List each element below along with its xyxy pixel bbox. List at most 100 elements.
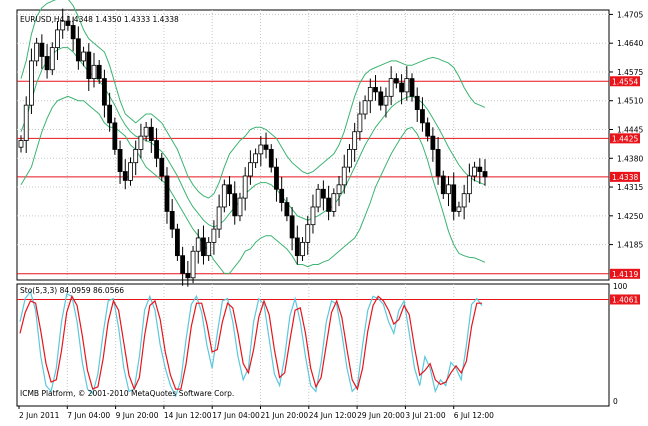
candle-body bbox=[65, 20, 71, 26]
price-tick-label: 1.4315 bbox=[617, 183, 643, 192]
candle-body bbox=[211, 228, 217, 243]
candle-body bbox=[39, 42, 45, 57]
candle-body bbox=[49, 47, 55, 71]
copyright-text: ICMB Platform, © 2001-2010 MetaQuotes So… bbox=[20, 389, 234, 398]
stochastic-signal-line bbox=[19, 294, 482, 391]
time-tick-label: 7 Jun 04:00 bbox=[67, 411, 110, 420]
candle-body bbox=[86, 51, 92, 80]
candle-body bbox=[242, 175, 248, 199]
candle-body bbox=[253, 153, 259, 164]
candle-body bbox=[310, 206, 316, 226]
candle-body bbox=[430, 135, 436, 150]
candle-body bbox=[18, 140, 24, 148]
price-tick-label: 1.4185 bbox=[617, 241, 643, 250]
candle-body bbox=[237, 197, 243, 217]
candle-body bbox=[44, 56, 50, 71]
candle-body bbox=[169, 210, 175, 230]
candle-body bbox=[154, 140, 159, 159]
candle-body bbox=[60, 20, 66, 31]
candle-body bbox=[331, 193, 337, 212]
bollinger-upper-line bbox=[20, 0, 486, 199]
candle-body bbox=[96, 64, 102, 80]
candle-body bbox=[23, 104, 29, 141]
candle-body bbox=[305, 224, 311, 243]
candle-body bbox=[180, 255, 186, 274]
candle-body bbox=[206, 241, 212, 257]
price-tick-label: 1.4445 bbox=[617, 126, 643, 135]
price-tick-label: 1.4640 bbox=[617, 39, 643, 48]
time-tick-label: 21 Jun 20:00 bbox=[261, 411, 309, 420]
candle-body bbox=[232, 193, 238, 217]
candle-body bbox=[216, 206, 222, 230]
candle-body bbox=[75, 38, 81, 62]
level-label-box bbox=[610, 133, 640, 144]
candle-body bbox=[102, 78, 107, 106]
candle-body bbox=[133, 149, 139, 164]
candle-body bbox=[34, 42, 40, 62]
candle-body bbox=[148, 126, 154, 141]
time-tick-label: 2 Jun 2011 bbox=[19, 411, 60, 420]
candle-body bbox=[451, 184, 457, 212]
candle-body bbox=[175, 228, 180, 257]
candle-body bbox=[91, 64, 97, 80]
candle-body bbox=[357, 113, 363, 133]
candle-body bbox=[70, 25, 76, 40]
level-label-text: 1.4119 bbox=[612, 270, 638, 279]
candle-body bbox=[55, 29, 60, 49]
price-tick-label: 1.4510 bbox=[617, 97, 643, 106]
price-tick-label: 1.4250 bbox=[617, 212, 643, 221]
time-tick-label: 9 Jun 20:00 bbox=[116, 411, 159, 420]
candle-body bbox=[352, 131, 358, 150]
candle-body bbox=[336, 184, 342, 195]
candle-body bbox=[456, 206, 462, 212]
candle-body bbox=[128, 162, 133, 181]
candle-body bbox=[347, 149, 352, 168]
candle-body bbox=[461, 193, 467, 208]
candle-body bbox=[274, 166, 279, 190]
candle-body bbox=[221, 184, 227, 208]
time-tick-label: 3 Jul 21:00 bbox=[405, 411, 445, 420]
stochastic-tick-label: 0 bbox=[613, 397, 618, 406]
candle-body bbox=[414, 95, 420, 110]
candle-body bbox=[300, 241, 305, 257]
bollinger-middle-line bbox=[20, 47, 486, 228]
candle-body bbox=[289, 215, 295, 239]
candle-body bbox=[29, 60, 34, 106]
candle-body bbox=[399, 82, 404, 93]
candle-body bbox=[138, 135, 144, 150]
candle-body bbox=[258, 144, 264, 155]
candle-body bbox=[185, 272, 191, 279]
time-tick-label: 6 Jul 12:00 bbox=[454, 411, 494, 420]
time-tick-label: 14 Jun 12:00 bbox=[164, 411, 212, 420]
candle-body bbox=[164, 175, 170, 212]
candle-body bbox=[425, 122, 431, 137]
candle-body bbox=[420, 109, 425, 124]
level-label-box bbox=[610, 171, 640, 182]
candle-body bbox=[159, 157, 165, 177]
candle-body bbox=[409, 78, 415, 97]
candle-body bbox=[227, 184, 232, 195]
candle-body bbox=[107, 104, 113, 124]
candle-body bbox=[294, 237, 300, 257]
candle-body bbox=[367, 87, 373, 102]
main-panel-frame bbox=[16, 9, 610, 281]
candle-body bbox=[247, 162, 253, 177]
candle-body bbox=[373, 87, 378, 93]
candle-body bbox=[112, 122, 118, 150]
candle-body bbox=[383, 95, 389, 106]
candle-body bbox=[440, 175, 446, 195]
bollinger-lower-line bbox=[20, 95, 486, 274]
candle-body bbox=[435, 149, 441, 177]
candle-body bbox=[378, 91, 384, 106]
level-label-text: 1.4425 bbox=[612, 134, 638, 143]
candle-body bbox=[388, 78, 394, 97]
candle-body bbox=[393, 78, 399, 84]
price-tick-label: 1.4705 bbox=[617, 10, 643, 19]
candle-body bbox=[446, 184, 451, 195]
candle-body bbox=[190, 250, 196, 279]
candle-body bbox=[466, 175, 472, 195]
symbol-header: EURUSD,H4 1.4348 1.4350 1.4333 1.4338 bbox=[20, 15, 179, 24]
stochastic-tick-label: 100 bbox=[613, 282, 628, 291]
level-label-box bbox=[610, 268, 640, 279]
